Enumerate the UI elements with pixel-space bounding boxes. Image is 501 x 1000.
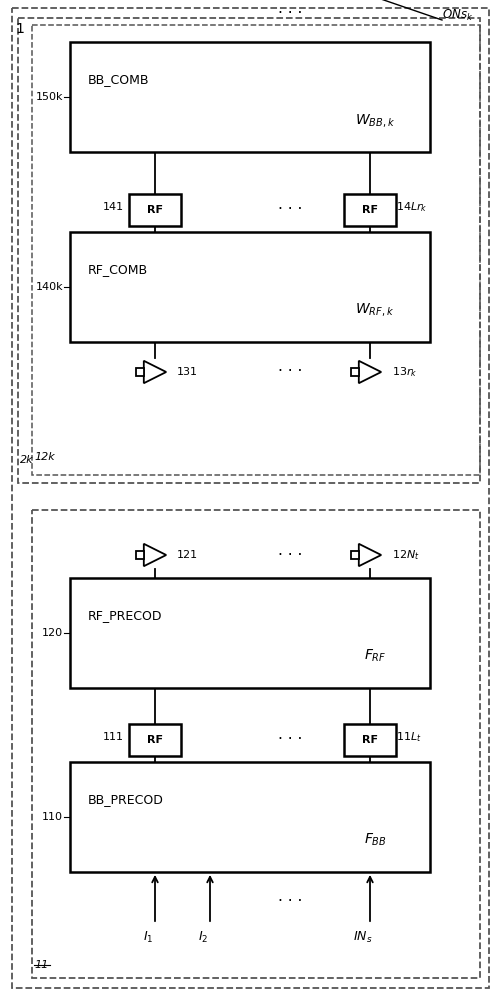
Text: $12N_t$: $12N_t$ (392, 548, 420, 562)
Text: $I_1$: $I_1$ (143, 930, 153, 945)
Text: RF_COMB: RF_COMB (88, 263, 148, 276)
Text: 111: 111 (103, 732, 124, 742)
Bar (18, 18, 480, 483)
Text: $W_{BB,k}$: $W_{BB,k}$ (355, 111, 395, 128)
Bar (70, 578, 430, 688)
Text: · · ·: · · · (278, 202, 302, 218)
Bar (344, 724, 396, 756)
Bar (136, 368, 144, 376)
Text: $13r_k$: $13r_k$ (392, 365, 417, 379)
Bar (129, 724, 181, 756)
Text: RF_PRECOD: RF_PRECOD (88, 609, 162, 622)
Bar (70, 232, 430, 342)
Text: · · ·: · · · (278, 894, 302, 910)
Text: · · ·: · · · (278, 732, 302, 748)
Text: · · ·: · · · (278, 548, 302, 562)
Text: 1: 1 (15, 22, 24, 36)
Bar (351, 551, 359, 559)
Bar (344, 194, 396, 226)
Text: RF: RF (362, 205, 378, 215)
Text: RF: RF (362, 735, 378, 745)
Text: 120: 120 (42, 628, 63, 638)
Text: $F_{BB}$: $F_{BB}$ (364, 832, 386, 848)
Bar (129, 194, 181, 226)
Text: $ONs_k$: $ONs_k$ (442, 7, 473, 23)
Text: · · ·: · · · (278, 364, 302, 379)
Text: 141: 141 (103, 202, 124, 212)
Text: $11L_t$: $11L_t$ (396, 730, 422, 744)
Text: RF: RF (147, 205, 163, 215)
Text: $IN_s$: $IN_s$ (353, 930, 373, 945)
Text: 12k: 12k (34, 452, 55, 462)
Text: · · ·: · · · (278, 6, 302, 21)
Bar (32, 510, 480, 978)
Text: 131: 131 (177, 367, 198, 377)
Text: $W_{RF,k}$: $W_{RF,k}$ (356, 302, 394, 318)
Text: 2k: 2k (20, 455, 34, 465)
Text: BB_COMB: BB_COMB (88, 74, 149, 87)
Text: 140k: 140k (36, 282, 63, 292)
Text: BB_PRECOD: BB_PRECOD (88, 794, 164, 806)
Bar (32, 25, 480, 475)
Bar (136, 551, 144, 559)
Bar (70, 42, 430, 152)
Bar (351, 368, 359, 376)
Text: RF: RF (147, 735, 163, 745)
Bar (70, 762, 430, 872)
Text: $F_{RF}$: $F_{RF}$ (364, 648, 386, 664)
Text: 11: 11 (34, 960, 48, 970)
Text: 110: 110 (42, 812, 63, 822)
Text: 121: 121 (177, 550, 198, 560)
Text: $I_2$: $I_2$ (198, 930, 208, 945)
Text: 150k: 150k (36, 92, 63, 102)
Text: $14Lr_k$: $14Lr_k$ (396, 200, 428, 214)
